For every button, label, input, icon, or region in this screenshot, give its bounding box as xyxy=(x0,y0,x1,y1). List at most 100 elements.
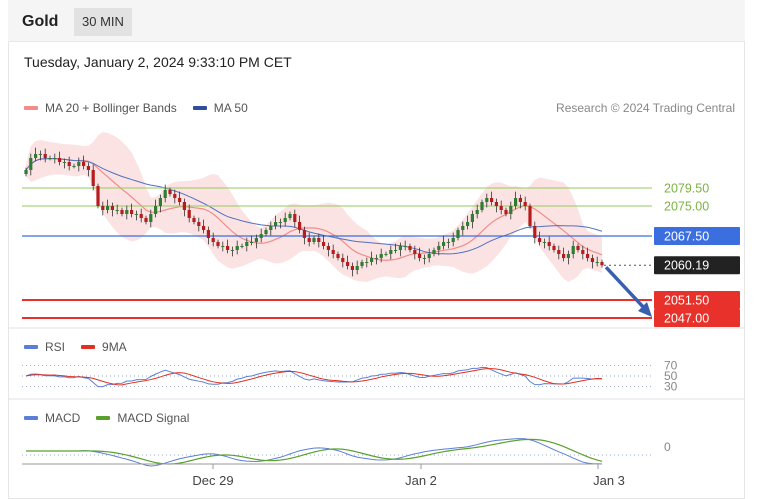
candle-body xyxy=(518,198,522,202)
candle-body xyxy=(374,258,378,259)
candle-body xyxy=(302,230,306,238)
candle-body xyxy=(566,254,570,258)
forecast-arrow-shaft xyxy=(604,266,648,312)
candle-body xyxy=(523,202,527,206)
candle-body xyxy=(590,258,594,262)
timestamp: Tuesday, January 2, 2024 9:33:10 PM CET xyxy=(24,54,292,70)
x-tick-label: Jan 2 xyxy=(405,473,437,488)
candle-body xyxy=(38,154,42,155)
macd-signal-legend-label: MACD Signal xyxy=(117,411,190,425)
candle-body xyxy=(115,210,119,211)
candle-body xyxy=(173,194,177,198)
candle-body xyxy=(182,202,186,210)
candle-body xyxy=(480,202,484,210)
candle-body xyxy=(149,214,153,222)
candle-body xyxy=(317,238,321,242)
candle-body xyxy=(442,242,446,246)
x-tick-label: Jan 3 xyxy=(593,473,625,488)
pivot-label-bg xyxy=(654,227,740,245)
candle-body xyxy=(432,250,436,254)
candle-body xyxy=(355,266,359,270)
candle-body xyxy=(187,210,191,218)
candle-body xyxy=(211,238,215,242)
candle-body xyxy=(278,222,282,223)
rsi-ma9-line xyxy=(25,368,603,386)
timeframe-badge[interactable]: 30 MIN xyxy=(74,8,132,36)
candle-body xyxy=(331,250,335,254)
pivot-label: 2067.50 xyxy=(664,230,709,244)
candle-body xyxy=(259,234,263,238)
candle-body xyxy=(581,250,585,254)
resistance-label: 2079.50 xyxy=(664,182,709,196)
candle-body xyxy=(509,206,513,214)
candle-body xyxy=(192,218,196,222)
candle-body xyxy=(552,246,556,250)
main-legend: MA 20 + Bollinger Bands MA 50 xyxy=(24,101,248,115)
candle-body xyxy=(370,258,374,262)
candle-body xyxy=(67,162,71,166)
candle-body xyxy=(379,254,383,258)
candle-body xyxy=(298,222,302,230)
rsi-legend: RSI 9MA xyxy=(24,340,127,354)
ma20-legend-label: MA 20 + Bollinger Bands xyxy=(45,101,177,115)
instrument-title: Gold xyxy=(22,13,59,30)
ma50-line xyxy=(25,158,603,255)
last-price-label-bg xyxy=(654,256,740,275)
research-credit: Research © 2024 Trading Central xyxy=(556,101,735,115)
support-label: 2047.00 xyxy=(664,312,709,326)
candle-body xyxy=(202,226,206,230)
candle-body xyxy=(562,254,566,258)
forecast-arrow-head xyxy=(638,302,652,317)
macd-legend-label: MACD xyxy=(45,411,81,425)
candle-body xyxy=(494,202,498,206)
candle-body xyxy=(110,206,114,210)
candle-body xyxy=(274,222,278,226)
candle-body xyxy=(422,258,426,259)
candle-body xyxy=(264,230,268,234)
candle-body xyxy=(360,262,364,266)
candle-body xyxy=(413,250,417,254)
candle-body xyxy=(336,254,340,258)
support-label-bg xyxy=(654,309,740,327)
candle-body xyxy=(490,198,494,202)
candle-body xyxy=(504,210,508,214)
resistance-label: 2075.00 xyxy=(664,200,709,214)
candle-body xyxy=(538,238,542,242)
candle-body xyxy=(322,242,326,246)
candle-body xyxy=(96,186,100,206)
candle-body xyxy=(53,158,57,159)
last-price-label: 2060.19 xyxy=(664,259,709,273)
candle-body xyxy=(307,238,311,242)
x-tick-label: Dec 29 xyxy=(192,473,233,488)
candle-body xyxy=(576,246,580,250)
candle-body xyxy=(230,250,234,251)
candle-body xyxy=(72,166,76,167)
candle-body xyxy=(245,242,249,246)
ma9-swatch xyxy=(81,345,96,349)
candle-body xyxy=(384,254,388,255)
macd-signal-line xyxy=(26,438,603,465)
candle-body xyxy=(197,222,201,226)
candle-body xyxy=(269,226,273,230)
candle-body xyxy=(139,214,143,218)
candle-body xyxy=(130,210,134,214)
ma20-swatch xyxy=(24,106,38,110)
candle-body xyxy=(158,198,162,206)
candle-body xyxy=(48,158,52,159)
candle-body xyxy=(456,230,460,238)
support-label-bg xyxy=(654,291,740,309)
candle-body xyxy=(341,258,345,262)
candle-body xyxy=(466,222,470,226)
candle-body xyxy=(586,254,590,258)
candle-body xyxy=(427,254,431,258)
candle-body xyxy=(250,242,254,243)
ma9-legend-label: 9MA xyxy=(102,340,127,354)
candle-body xyxy=(206,230,210,238)
candle-body xyxy=(600,262,604,266)
candle-body xyxy=(470,214,474,222)
candle-body xyxy=(29,158,33,170)
candle-body xyxy=(365,262,369,263)
candle-body xyxy=(101,206,105,210)
rsi-tick-label: 30 xyxy=(664,380,678,394)
